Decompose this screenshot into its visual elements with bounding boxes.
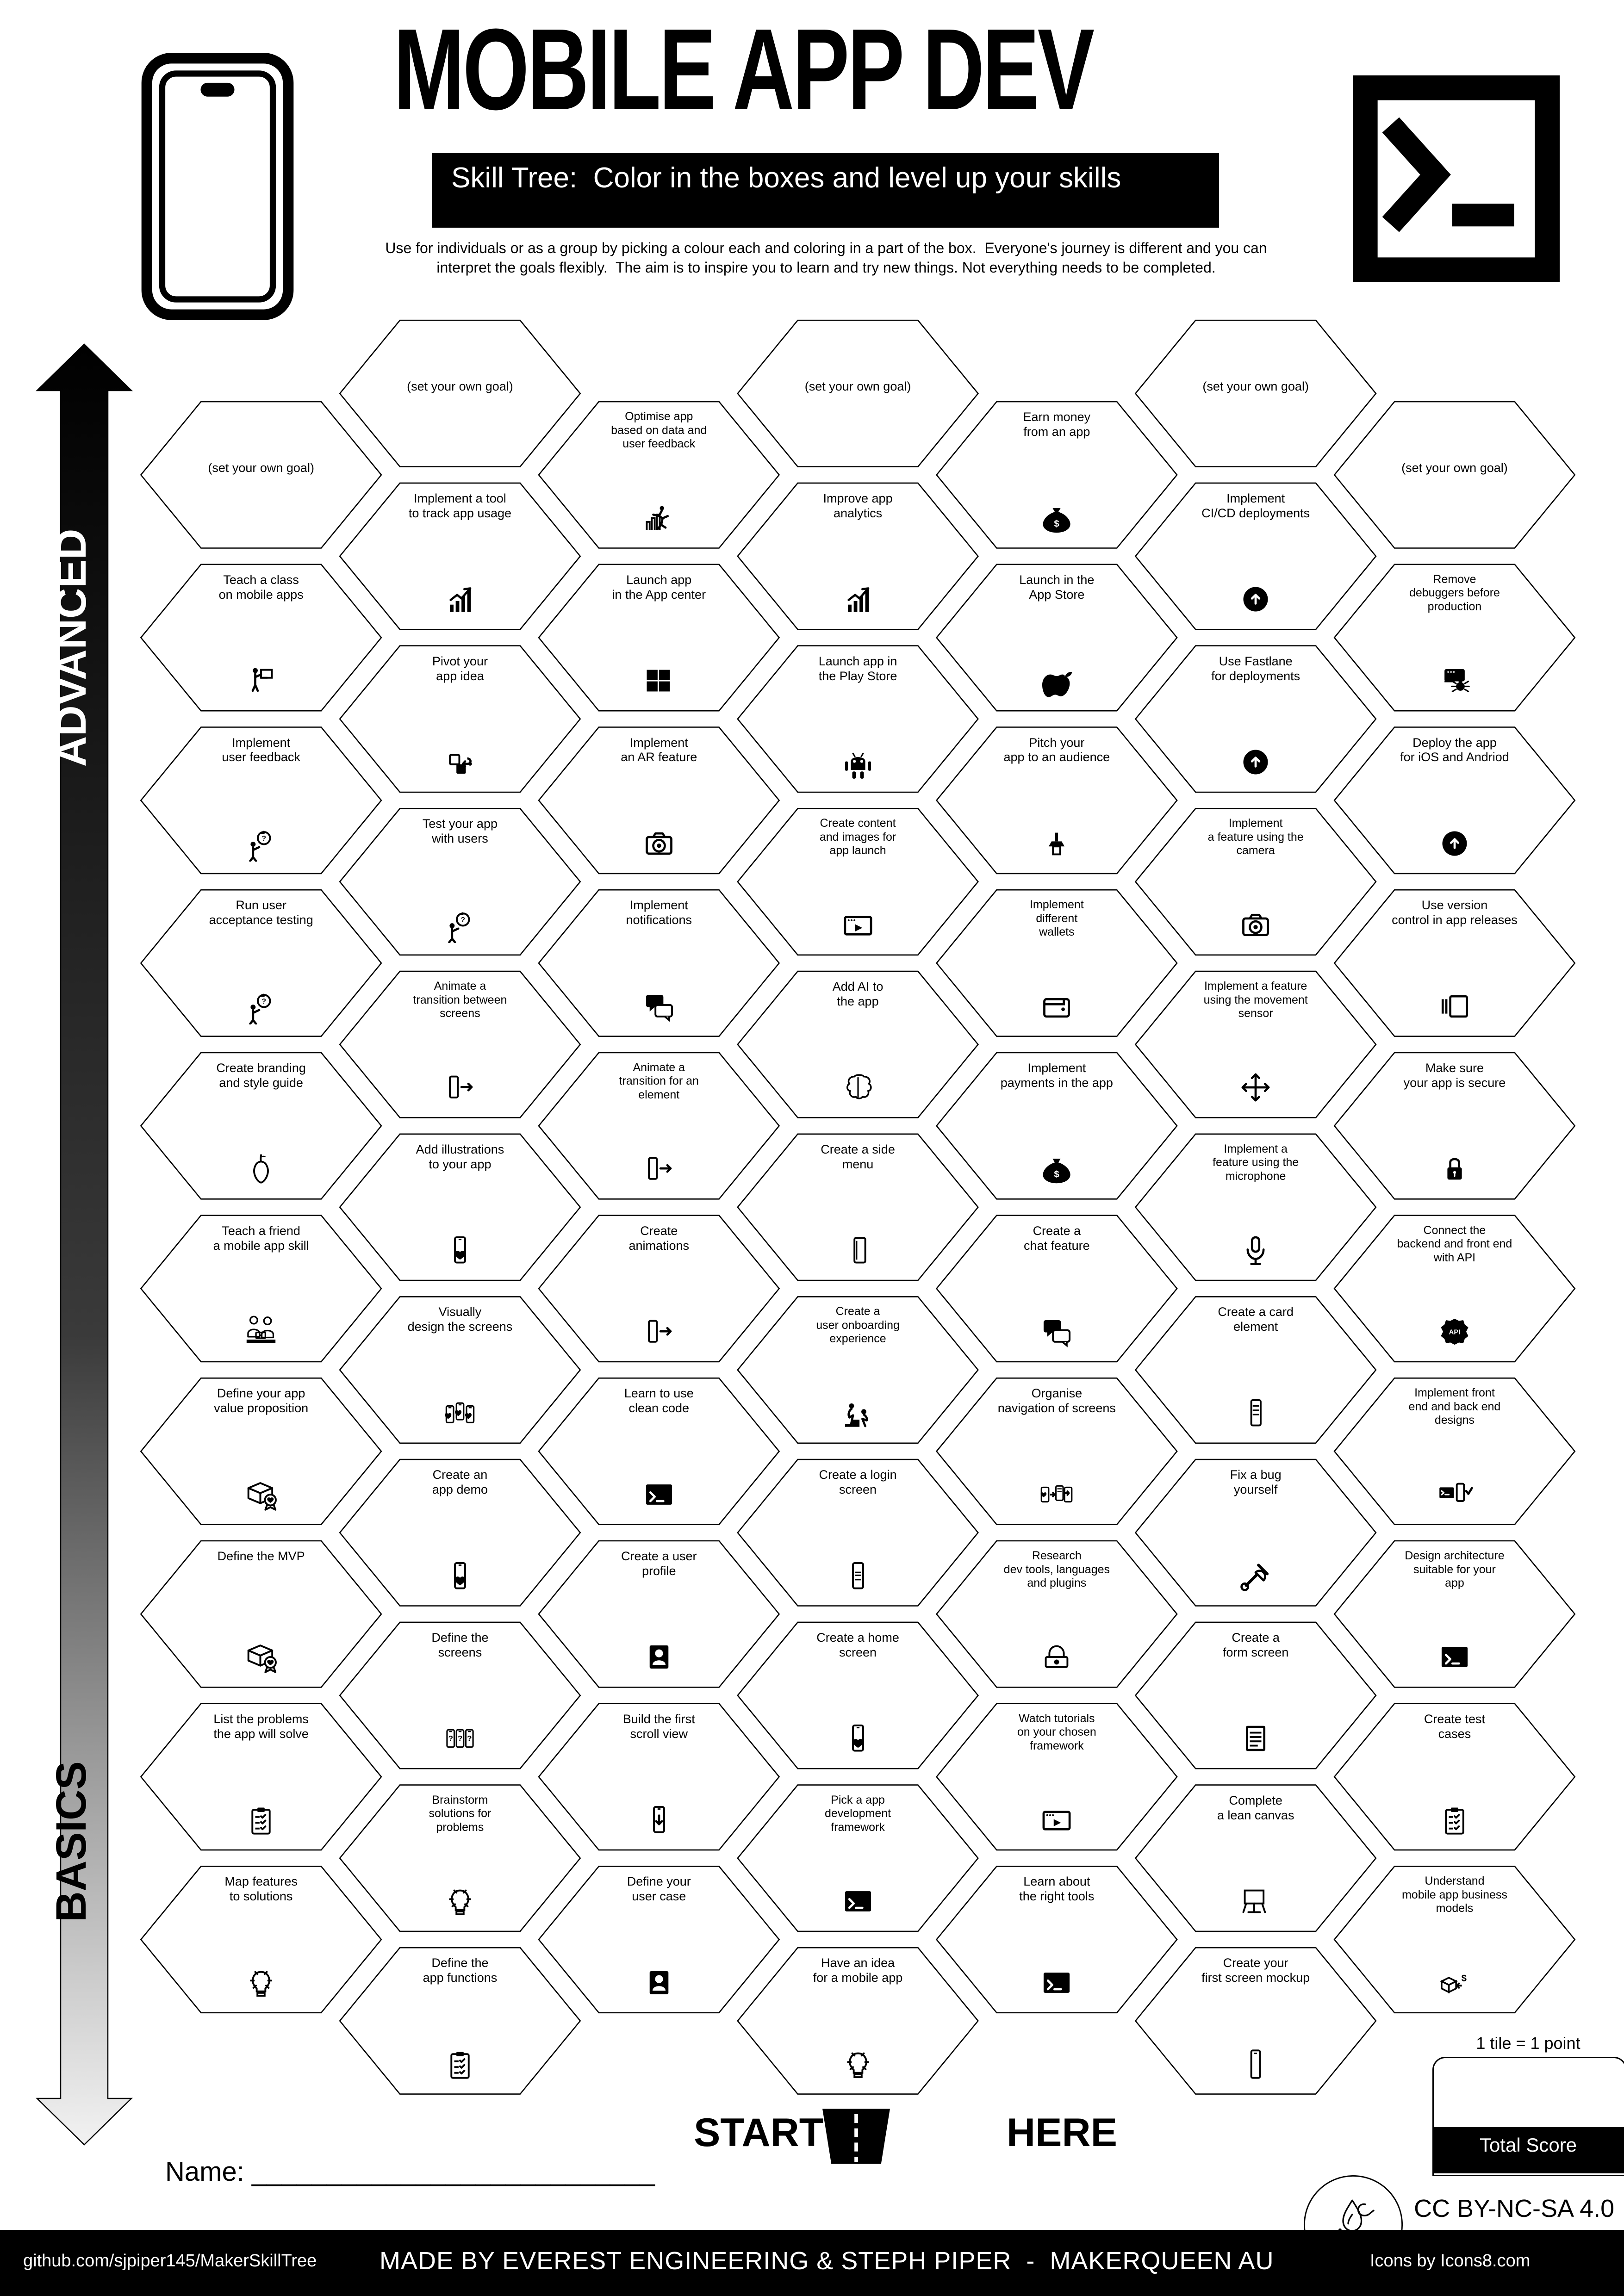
- svg-text:?: ?: [262, 997, 267, 1005]
- svg-text:$: $: [1054, 1170, 1059, 1180]
- svg-text:?: ?: [262, 835, 267, 843]
- svg-text:?: ?: [458, 1734, 462, 1743]
- svg-text:API: API: [1449, 1328, 1461, 1336]
- svg-text:?: ?: [448, 1734, 453, 1743]
- svg-text:$: $: [1054, 519, 1059, 529]
- svg-text:?: ?: [467, 1734, 472, 1743]
- svg-text:$: $: [1462, 1973, 1467, 1984]
- svg-text:?: ?: [460, 916, 465, 924]
